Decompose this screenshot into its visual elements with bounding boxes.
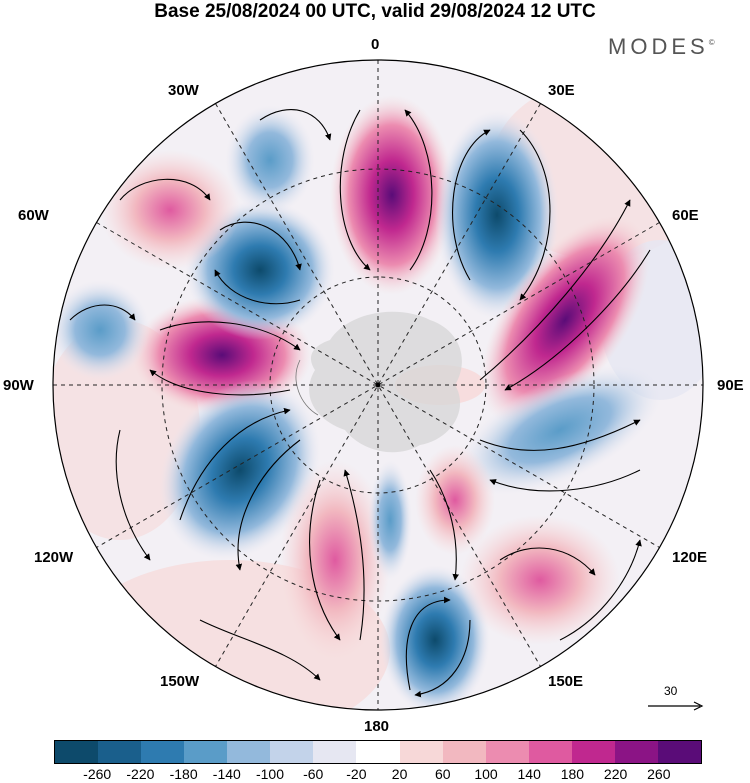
colorbar-tick-label: 100	[474, 766, 498, 782]
colorbar-tick-label: -60	[303, 766, 324, 782]
colorbar-tick-label: -260	[83, 766, 112, 782]
colorbar-swatch	[356, 741, 400, 763]
colorbar-swatch	[98, 741, 142, 763]
colorbar-swatch	[55, 741, 99, 763]
lon-label-120w: 120W	[34, 549, 74, 566]
reference-vector-label: 30	[664, 684, 678, 698]
colorbar-tick-label: 60	[435, 766, 451, 782]
colorbar-tick-label: -20	[346, 766, 367, 782]
lon-label-30e: 30E	[548, 82, 575, 99]
colorbar	[54, 740, 702, 764]
colorbar-swatch	[614, 741, 658, 763]
colorbar-swatch	[485, 741, 529, 763]
colorbar-tick-label: 180	[560, 766, 585, 782]
colorbar-swatch	[442, 741, 486, 763]
colorbar-swatch	[227, 741, 271, 763]
map-border	[52, 59, 704, 711]
lon-label-60e: 60E	[672, 207, 699, 224]
colorbar-swatch	[571, 741, 615, 763]
colorbar-swatch	[141, 741, 185, 763]
colorbar-swatch	[657, 741, 701, 763]
graticule	[53, 60, 703, 710]
lon-label-180: 180	[364, 718, 390, 735]
pole-marker	[375, 382, 381, 388]
colorbar-swatch	[270, 741, 314, 763]
antarctica-land	[309, 311, 462, 453]
colorbar-ticks: -260 -220 -180 -140 -100 -60 -20 20 60 100 140 180 2…	[0, 766, 750, 783]
anomaly-field	[53, 60, 703, 710]
lon-label-90w: 90W	[3, 377, 34, 394]
lon-label-0: 0	[371, 36, 380, 53]
colorbar-swatch	[528, 741, 572, 763]
colorbar-tick-label: -180	[169, 766, 198, 782]
colorbar-tick-label: -140	[212, 766, 241, 782]
lon-label-60w: 60W	[18, 207, 49, 224]
colorbar-tick-label: 260	[647, 766, 671, 782]
colorbar-swatch	[399, 741, 443, 763]
colorbar-tick-label: 220	[603, 766, 628, 782]
colorbar-tick-label: -220	[126, 766, 155, 782]
colorbar-tick-label: 140	[517, 766, 541, 782]
lon-label-150e: 150E	[548, 673, 584, 690]
brand-logo: MODES©	[608, 34, 715, 59]
colorbar-swatch	[313, 741, 357, 763]
lon-label-90e: 90E	[717, 377, 744, 394]
lon-label-150w: 150W	[160, 673, 200, 690]
colorbar-tick-label: 20	[391, 766, 408, 782]
polar-map	[52, 59, 704, 711]
lon-label-30w: 30W	[168, 82, 199, 99]
lon-label-120e: 120E	[672, 549, 708, 566]
chart-title: Base 25/08/2024 00 UTC, valid 29/08/2024…	[154, 1, 596, 22]
colorbar-swatch	[184, 741, 228, 763]
colorbar-tick-label: -100	[255, 766, 285, 782]
flow-streamlines	[69, 109, 651, 698]
reference-vector-arrow	[648, 701, 704, 711]
